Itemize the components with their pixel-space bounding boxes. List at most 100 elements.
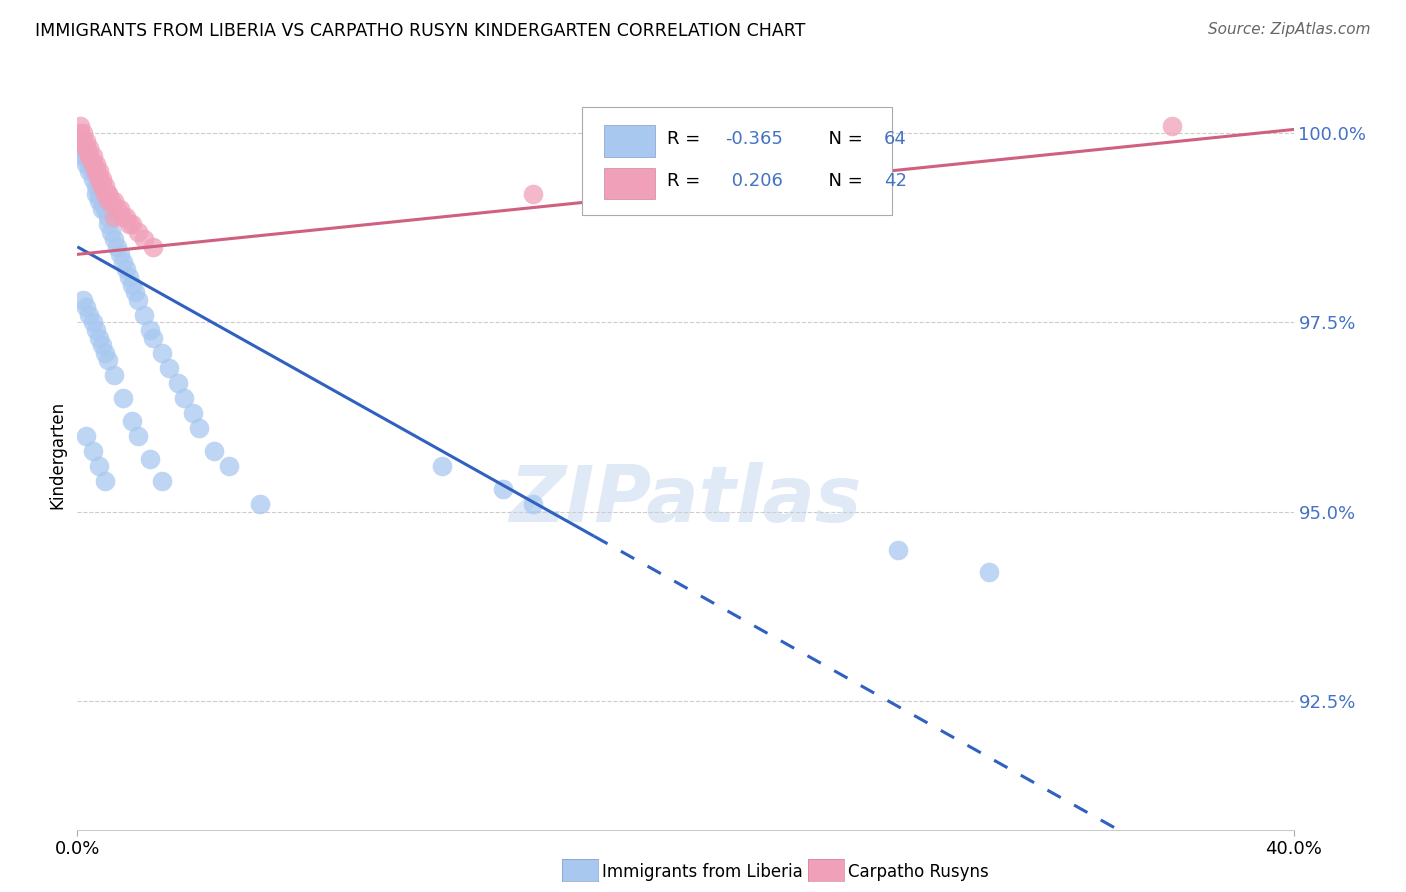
Point xyxy=(979,566,1001,580)
Point xyxy=(118,270,141,285)
Point xyxy=(97,217,120,231)
Point xyxy=(249,497,271,511)
Point xyxy=(82,316,104,330)
Point xyxy=(90,338,112,352)
Text: IMMIGRANTS FROM LIBERIA VS CARPATHO RUSYN KINDERGARTEN CORRELATION CHART: IMMIGRANTS FROM LIBERIA VS CARPATHO RUSY… xyxy=(35,22,806,40)
Point xyxy=(75,429,97,443)
Point xyxy=(93,475,115,489)
Point xyxy=(139,323,162,337)
Point xyxy=(90,179,112,194)
Point xyxy=(97,210,120,224)
Point xyxy=(84,164,107,178)
Point xyxy=(157,360,180,375)
Point xyxy=(118,217,141,231)
Point xyxy=(121,217,143,231)
FancyBboxPatch shape xyxy=(605,168,655,200)
Point xyxy=(1161,119,1184,133)
Point xyxy=(202,444,225,458)
Text: 42: 42 xyxy=(883,172,907,190)
Text: Carpatho Rusyns: Carpatho Rusyns xyxy=(848,863,988,881)
Text: R =: R = xyxy=(668,129,706,148)
Point xyxy=(103,368,125,383)
Point xyxy=(79,141,101,155)
Point xyxy=(72,141,94,155)
Point xyxy=(93,202,115,216)
Point xyxy=(181,406,204,420)
Text: Source: ZipAtlas.com: Source: ZipAtlas.com xyxy=(1208,22,1371,37)
Point xyxy=(72,126,94,140)
Point xyxy=(108,247,131,261)
Point xyxy=(87,330,110,344)
Point xyxy=(103,232,125,246)
Point xyxy=(82,156,104,170)
Point xyxy=(127,225,149,239)
Point xyxy=(115,262,138,277)
Point xyxy=(69,126,91,140)
Point xyxy=(93,186,115,201)
Point xyxy=(522,186,544,201)
Point xyxy=(188,421,211,435)
Point xyxy=(134,232,156,246)
Point xyxy=(82,156,104,170)
Text: 0.206: 0.206 xyxy=(725,172,782,190)
Point xyxy=(75,141,97,155)
Point xyxy=(100,225,122,239)
Point xyxy=(93,345,115,359)
Point xyxy=(90,202,112,216)
Point xyxy=(82,444,104,458)
Point xyxy=(84,186,107,201)
Point xyxy=(115,210,138,224)
Point xyxy=(430,459,453,474)
Point xyxy=(166,376,188,390)
Point xyxy=(79,156,101,170)
Point xyxy=(79,149,101,163)
Point xyxy=(111,255,134,269)
Point xyxy=(75,134,97,148)
Point xyxy=(218,459,240,474)
Point xyxy=(105,240,128,254)
Point xyxy=(152,345,174,359)
Point xyxy=(87,459,110,474)
Point xyxy=(84,164,107,178)
Point xyxy=(90,194,112,209)
Point xyxy=(97,186,120,201)
Point xyxy=(84,323,107,337)
Point xyxy=(75,149,97,163)
Point xyxy=(97,194,120,209)
Point xyxy=(97,353,120,368)
Point xyxy=(108,202,131,216)
Point xyxy=(105,202,128,216)
Point xyxy=(887,542,910,557)
Point xyxy=(492,482,515,496)
Point xyxy=(82,171,104,186)
Point xyxy=(69,119,91,133)
Point xyxy=(97,186,120,201)
Point xyxy=(87,164,110,178)
Point xyxy=(87,171,110,186)
Point xyxy=(72,134,94,148)
Point xyxy=(124,285,146,300)
Point xyxy=(87,171,110,186)
Text: Immigrants from Liberia: Immigrants from Liberia xyxy=(602,863,803,881)
Point xyxy=(79,308,101,322)
Point xyxy=(79,164,101,178)
Point xyxy=(75,301,97,315)
Point xyxy=(75,141,97,155)
Point xyxy=(84,156,107,170)
Point xyxy=(173,391,195,405)
Point xyxy=(72,134,94,148)
Point xyxy=(90,171,112,186)
Point xyxy=(127,293,149,307)
Text: 64: 64 xyxy=(883,129,907,148)
Point xyxy=(69,134,91,148)
FancyBboxPatch shape xyxy=(605,125,655,157)
Text: N =: N = xyxy=(817,129,869,148)
Text: -0.365: -0.365 xyxy=(725,129,783,148)
Point xyxy=(93,179,115,194)
Point xyxy=(121,414,143,428)
Text: R =: R = xyxy=(668,172,706,190)
Point xyxy=(139,451,162,466)
Text: N =: N = xyxy=(817,172,869,190)
Point xyxy=(75,156,97,170)
Point xyxy=(142,240,165,254)
